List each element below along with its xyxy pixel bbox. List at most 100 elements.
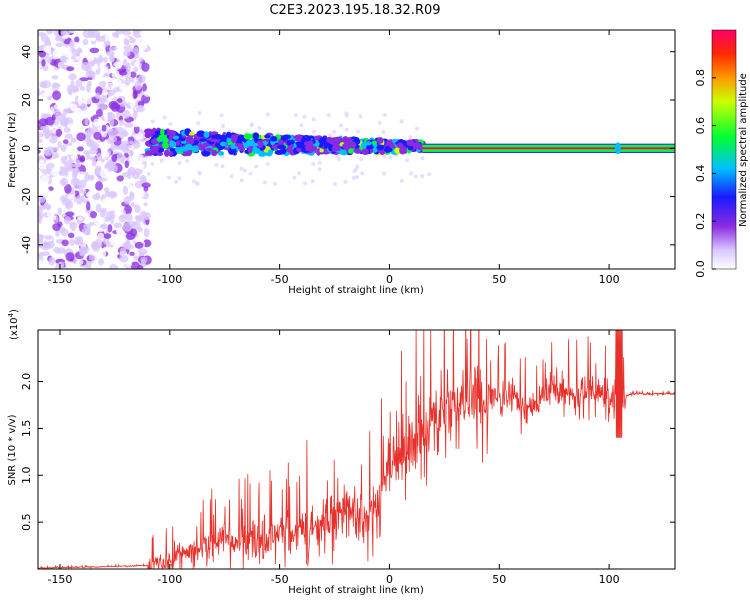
spectrogram-xtick-label: -50	[271, 273, 289, 286]
heatmap-cell	[39, 166, 45, 172]
heatmap-cell	[38, 259, 43, 266]
heatmap-cell	[75, 79, 83, 88]
heatmap-cell	[333, 181, 338, 186]
spectrogram-xtick-label: 100	[599, 273, 620, 286]
heatmap-cell	[76, 146, 84, 152]
heatmap-cell	[156, 136, 163, 142]
snr-series-line	[38, 330, 675, 569]
heatmap-cell	[366, 144, 374, 150]
heatmap-cell	[311, 117, 316, 122]
heatmap-cell	[273, 181, 278, 186]
heatmap-cell	[87, 139, 95, 146]
heatmap-cell	[257, 126, 262, 131]
heatmap-cell	[143, 90, 151, 97]
heatmap-cell	[365, 141, 372, 146]
heatmap-cell	[81, 189, 87, 195]
heatmap-cell	[76, 132, 86, 142]
heatmap-cell	[267, 149, 274, 155]
heatmap-cell	[43, 235, 54, 240]
heatmap-cell	[38, 203, 48, 210]
heatmap-cell	[53, 103, 62, 110]
heatmap-cell	[164, 149, 170, 157]
colorbar-ticks: 0.0 0.2 0.4 0.6 0.8	[694, 69, 716, 278]
colorbar-tick-label: 0.0	[694, 260, 707, 278]
heatmap-cell	[292, 175, 297, 180]
heatmap-cell	[113, 211, 124, 216]
heatmap-cell	[46, 240, 55, 249]
heatmap-cell	[49, 68, 54, 73]
heatmap-cell	[293, 113, 298, 118]
heatmap-band-core	[422, 147, 675, 150]
heatmap-cell	[326, 143, 334, 149]
heatmap-cell	[101, 66, 109, 73]
spectrogram-xtick-label: 0	[386, 273, 393, 286]
heatmap-cell	[219, 141, 227, 147]
heatmap-cell	[101, 262, 111, 269]
heatmap-cell	[95, 203, 102, 213]
heatmap-cell	[74, 107, 82, 116]
heatmap-cell	[160, 128, 165, 136]
heatmap-cell	[96, 227, 104, 233]
snr-multiplier-exp: 4	[7, 312, 15, 317]
heatmap-cell	[122, 110, 131, 119]
heatmap-cell	[62, 139, 69, 144]
heatmap-cell	[113, 222, 123, 229]
heatmap-cell	[68, 88, 73, 96]
heatmap-cell	[296, 134, 303, 141]
heatmap-cell	[95, 108, 103, 118]
heatmap-cell	[95, 264, 102, 269]
heatmap-cell	[61, 239, 69, 247]
heatmap-cell	[114, 44, 120, 55]
heatmap-cell	[247, 146, 253, 154]
colorbar-tick-label: 0.8	[694, 69, 707, 87]
heatmap-cell	[63, 126, 71, 133]
heatmap-cell	[107, 138, 113, 145]
heatmap-cell	[48, 186, 54, 191]
heatmap-cell	[51, 146, 60, 152]
heatmap-cell	[103, 233, 112, 239]
heatmap-cell	[52, 223, 61, 232]
heatmap-cell	[427, 172, 432, 177]
heatmap-cell	[173, 179, 178, 184]
heatmap-cell	[388, 155, 393, 160]
heatmap-cell	[195, 181, 200, 186]
heatmap-cell	[141, 62, 150, 72]
heatmap-cell	[327, 133, 332, 138]
heatmap-cell	[337, 157, 342, 162]
heatmap-cell	[65, 252, 75, 262]
heatmap-cell	[110, 142, 116, 152]
heatmap-cell	[97, 102, 107, 111]
heatmap-cell	[97, 232, 105, 240]
heatmap-cell	[120, 265, 126, 269]
heatmap-cell	[110, 240, 118, 246]
heatmap-cell	[121, 154, 126, 161]
heatmap-cell	[139, 30, 149, 38]
heatmap-cell	[91, 226, 98, 233]
heatmap-cell	[66, 66, 75, 72]
heatmap-cell	[62, 30, 71, 36]
heatmap-cell	[77, 96, 83, 107]
spectrogram-xlabel: Height of straight line (km)	[288, 285, 424, 296]
heatmap-cell	[75, 226, 80, 233]
heatmap-cell	[59, 55, 67, 63]
spectrogram-xtick-label: -150	[47, 273, 72, 286]
heatmap-cell	[98, 81, 107, 87]
heatmap-cell	[344, 140, 352, 146]
heatmap-cell	[125, 260, 132, 268]
heatmap-cell	[270, 136, 278, 142]
heatmap-cell	[146, 171, 151, 176]
heatmap-cell	[233, 135, 238, 140]
heatmap-cell	[116, 98, 123, 103]
heatmap-cell	[54, 185, 60, 195]
heatmap-cell	[354, 149, 362, 154]
heatmap-cell	[406, 139, 415, 147]
heatmap-cell	[88, 174, 95, 180]
heatmap-cell	[108, 100, 119, 110]
snr-axes: -150 -100 -50 0 50 100 0.5 1.0 1.5 2.0	[20, 330, 675, 586]
heatmap-cell	[108, 264, 119, 269]
heatmap-cell	[144, 132, 152, 139]
heatmap-cell	[197, 171, 202, 176]
heatmap-cell	[278, 139, 285, 147]
heatmap-cell	[360, 171, 365, 176]
heatmap-cell	[74, 87, 80, 92]
